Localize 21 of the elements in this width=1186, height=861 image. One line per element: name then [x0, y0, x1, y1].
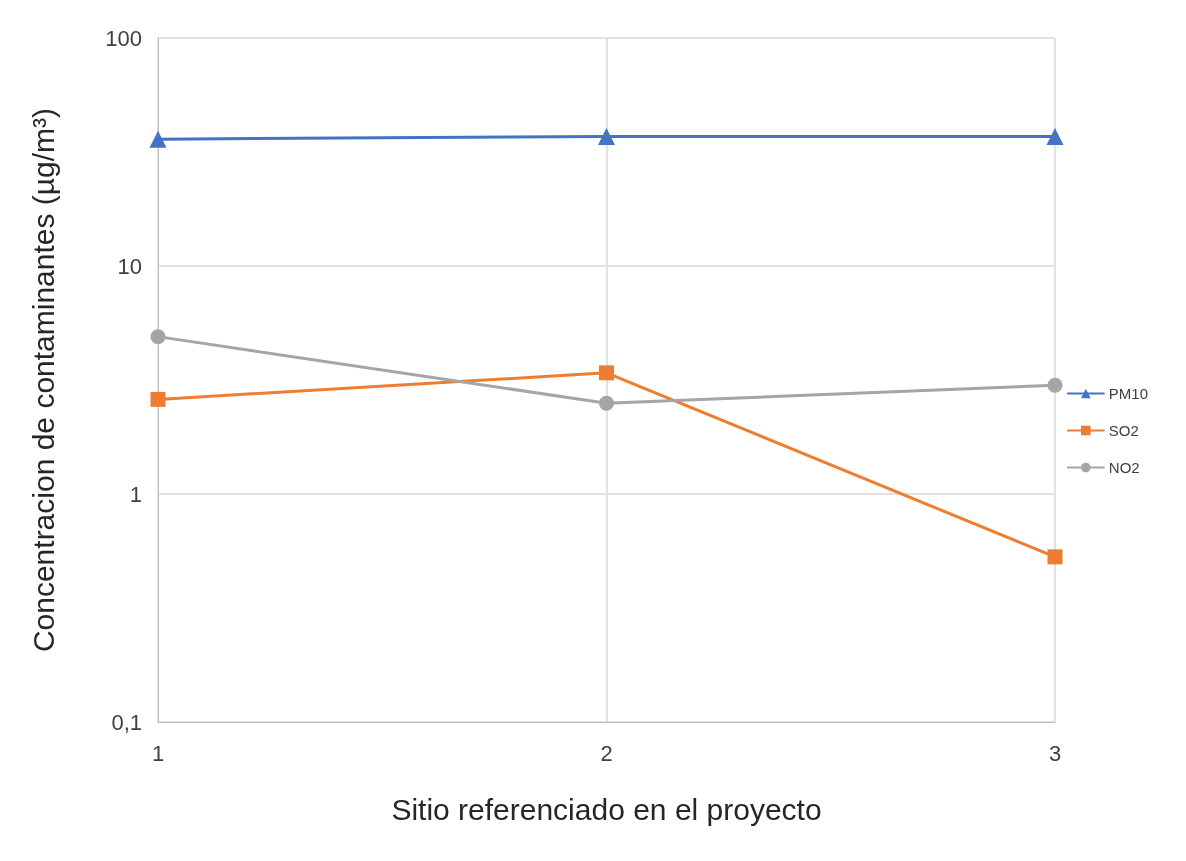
legend-label: PM10 [1108, 385, 1148, 402]
point [599, 365, 614, 381]
legend-label: NO2 [1108, 459, 1140, 476]
point [150, 391, 166, 407]
point [599, 395, 614, 411]
y-tick-label: 0,1 [111, 709, 142, 735]
x-tick-label: 3 [1048, 740, 1062, 766]
x-tick-label: 1 [151, 740, 165, 766]
point [598, 127, 615, 145]
x-tick-label: 2 [600, 740, 613, 766]
point [1047, 377, 1063, 393]
legend-label: SO2 [1108, 422, 1139, 439]
x-axis-title: Sitio referenciado en el proyecto [391, 792, 822, 826]
y-tick-label: 10 [117, 253, 142, 279]
point [1047, 549, 1063, 565]
point [1046, 127, 1064, 145]
point [149, 130, 167, 148]
y-tick-label: 1 [129, 481, 142, 507]
point [150, 329, 166, 345]
y-axis-title: Concentracion de contaminantes (µg/m³) [26, 107, 60, 653]
y-tick-label: 100 [105, 25, 142, 51]
